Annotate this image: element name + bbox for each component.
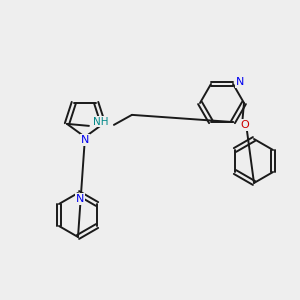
- Text: N: N: [236, 77, 244, 87]
- Text: N: N: [81, 135, 89, 145]
- Text: O: O: [241, 120, 249, 130]
- Text: NH: NH: [93, 117, 109, 127]
- Text: N: N: [76, 194, 84, 204]
